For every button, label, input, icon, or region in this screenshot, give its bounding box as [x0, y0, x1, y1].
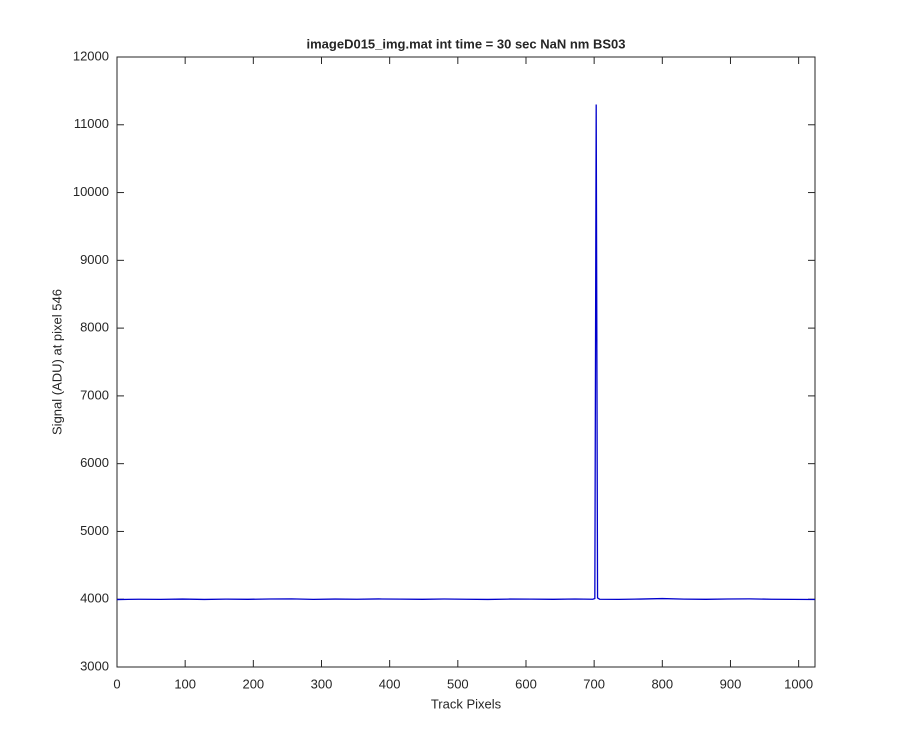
- x-tick-label: 0: [113, 676, 120, 691]
- y-tick-label: 10000: [73, 184, 109, 199]
- x-axis-label: Track Pixels: [431, 696, 502, 711]
- y-tick-label: 6000: [80, 455, 109, 470]
- x-tick-label: 500: [447, 676, 469, 691]
- x-tick-label: 300: [311, 676, 333, 691]
- x-tick-label: 200: [242, 676, 264, 691]
- x-tick-label: 800: [651, 676, 673, 691]
- y-tick-label: 4000: [80, 591, 109, 606]
- chart-title: imageD015_img.mat int time = 30 sec NaN …: [307, 36, 626, 51]
- x-tick-label: 1000: [784, 676, 813, 691]
- y-tick-label: 5000: [80, 523, 109, 538]
- y-tick-label: 12000: [73, 48, 109, 63]
- x-tick-label: 400: [379, 676, 401, 691]
- y-tick-label: 7000: [80, 387, 109, 402]
- y-tick-label: 9000: [80, 252, 109, 267]
- y-tick-label: 3000: [80, 658, 109, 673]
- data-line: [116, 104, 816, 601]
- axes-box: [116, 56, 816, 668]
- y-axis-label: Signal (ADU) at pixel 546: [49, 289, 64, 435]
- y-tick-label: 11000: [74, 116, 109, 131]
- x-tick-label: 900: [720, 676, 742, 691]
- x-tick-label: 100: [174, 676, 196, 691]
- x-tick-label: 600: [515, 676, 537, 691]
- y-tick-label: 8000: [80, 320, 109, 335]
- x-tick-label: 700: [583, 676, 605, 691]
